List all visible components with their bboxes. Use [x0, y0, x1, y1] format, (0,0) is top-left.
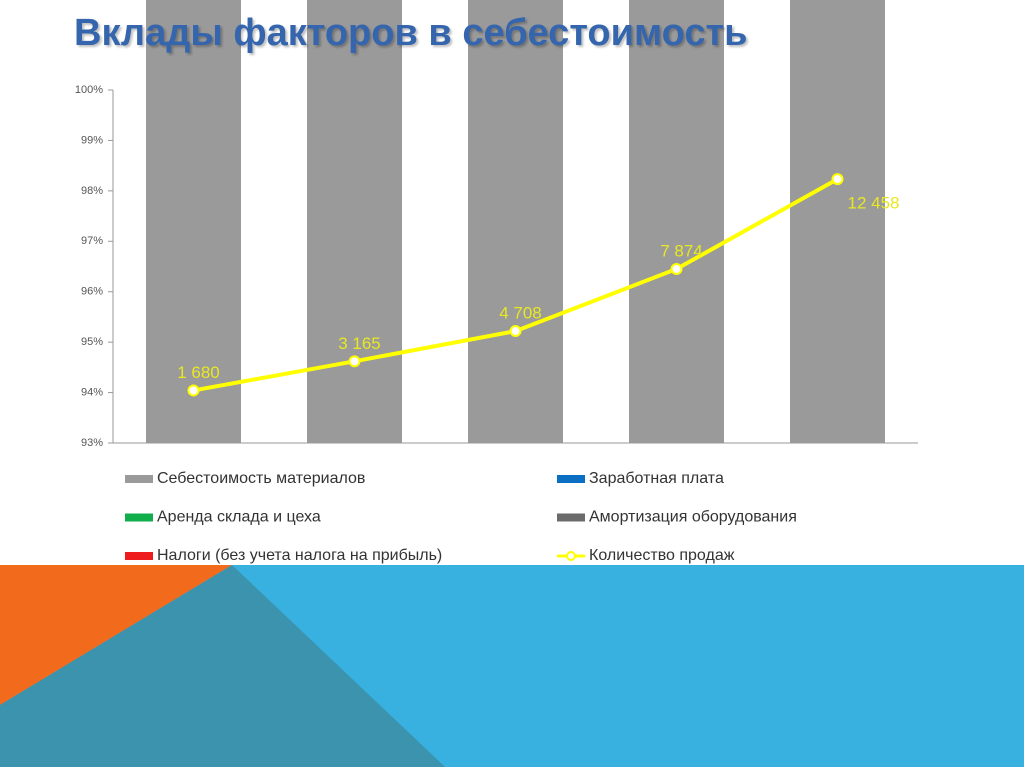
bar-segment — [790, 0, 885, 443]
legend-label: Количество продаж — [589, 547, 735, 564]
line-marker — [348, 355, 361, 368]
bar-segment — [307, 0, 402, 443]
legend-label: Заработная плата — [589, 470, 724, 487]
bar-segment — [629, 0, 724, 443]
line-label: 3 165 — [338, 334, 381, 353]
y-tick-label: 95% — [81, 336, 103, 348]
y-tick-label: 93% — [81, 437, 103, 449]
bar-segment — [468, 0, 563, 443]
line-label: 12 458 — [848, 194, 900, 213]
y-tick-label: 96% — [81, 286, 103, 298]
legend-marker — [125, 475, 153, 483]
legend-marker — [566, 551, 576, 561]
line-marker — [187, 384, 200, 397]
line-label: 7 874 — [660, 241, 703, 260]
line-marker — [509, 325, 522, 338]
legend-marker — [125, 513, 153, 522]
legend-label: Аренда склада и цеха — [157, 509, 321, 526]
legend-marker — [557, 513, 585, 522]
line-marker — [670, 262, 683, 275]
legend-marker — [557, 475, 585, 483]
y-tick-label: 99% — [81, 134, 103, 146]
y-tick-label: 94% — [81, 386, 103, 398]
line-label: 1 680 — [177, 363, 220, 382]
bar-segment — [146, 0, 241, 443]
y-tick-label: 98% — [81, 185, 103, 197]
line-marker — [831, 173, 844, 186]
legend-marker — [125, 552, 153, 560]
y-tick-label: 97% — [81, 235, 103, 247]
legend-label: Амортизация оборудования — [589, 509, 797, 526]
legend-label: Себестоимость материалов — [157, 470, 365, 487]
y-tick-label: 100% — [75, 84, 103, 96]
legend-label: Налоги (без учета налога на прибыль) — [157, 547, 442, 564]
chart-title: Вклады факторов в себестоимость — [74, 12, 748, 54]
line-label: 4 708 — [499, 304, 542, 323]
decor — [0, 565, 445, 767]
